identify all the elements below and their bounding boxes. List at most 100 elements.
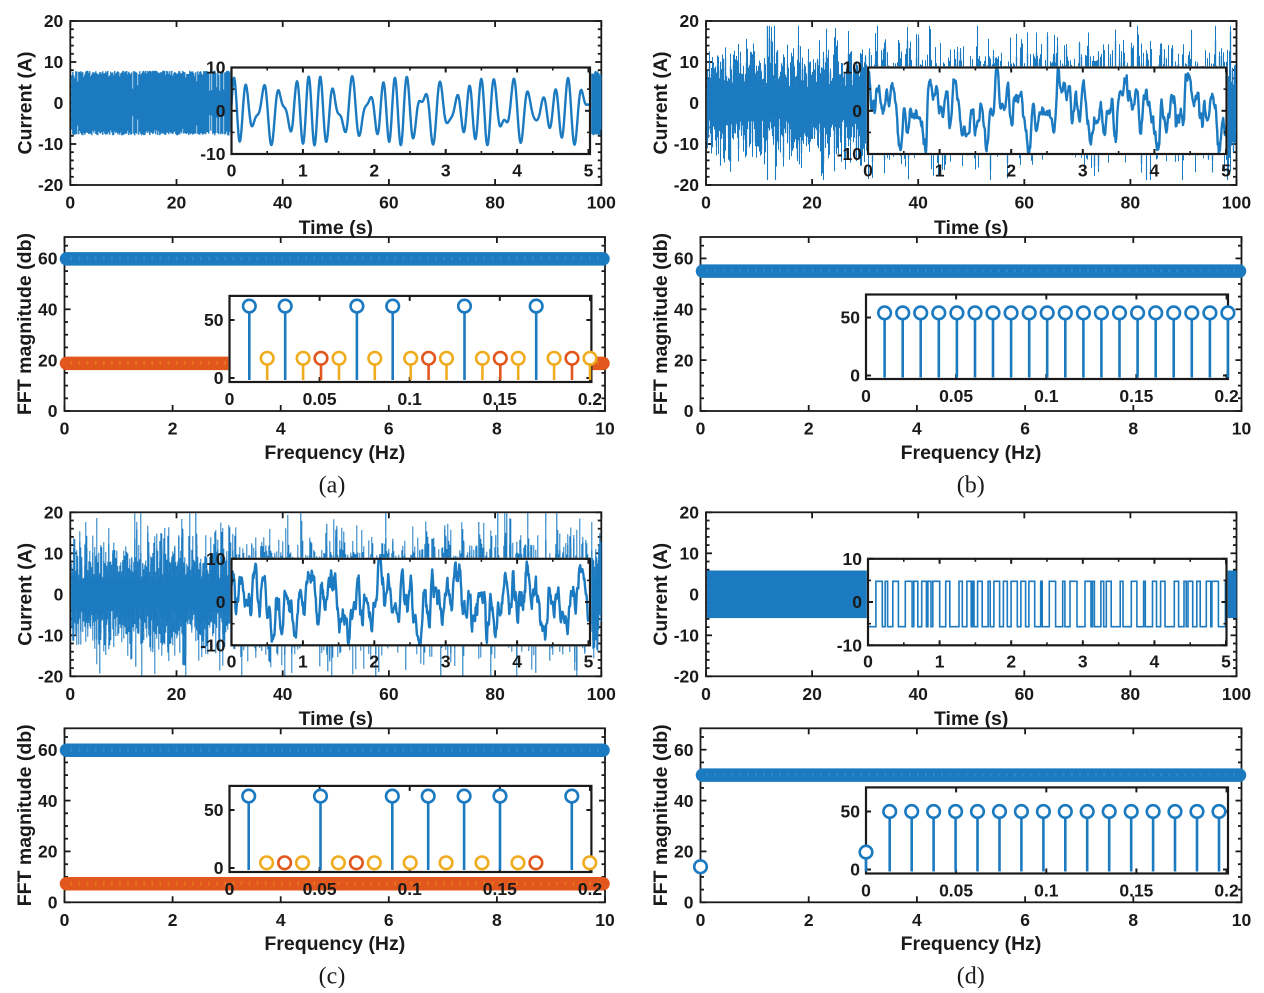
svg-text:0: 0 bbox=[225, 879, 235, 899]
svg-text:4: 4 bbox=[276, 419, 286, 439]
svg-text:0: 0 bbox=[850, 366, 860, 386]
svg-text:3: 3 bbox=[441, 160, 451, 180]
svg-text:10: 10 bbox=[595, 910, 615, 930]
svg-text:FFT magnitude (db): FFT magnitude (db) bbox=[650, 724, 672, 906]
svg-text:2: 2 bbox=[369, 160, 379, 180]
svg-text:3: 3 bbox=[1078, 652, 1088, 672]
svg-text:1: 1 bbox=[935, 652, 945, 672]
svg-text:0: 0 bbox=[689, 585, 699, 605]
svg-text:2: 2 bbox=[168, 910, 178, 930]
svg-text:80: 80 bbox=[485, 193, 505, 213]
svg-text:10: 10 bbox=[843, 58, 863, 78]
svg-text:(a): (a) bbox=[319, 472, 346, 498]
svg-text:60: 60 bbox=[38, 740, 58, 760]
svg-text:-10: -10 bbox=[837, 636, 863, 656]
svg-text:60: 60 bbox=[1015, 193, 1035, 213]
svg-text:Current (A): Current (A) bbox=[650, 52, 672, 155]
svg-text:60: 60 bbox=[674, 740, 694, 760]
svg-text:0: 0 bbox=[227, 652, 237, 672]
svg-text:-20: -20 bbox=[38, 667, 64, 687]
svg-text:FFT magnitude (db): FFT magnitude (db) bbox=[14, 724, 36, 906]
svg-text:Time (s): Time (s) bbox=[299, 708, 373, 730]
svg-text:2: 2 bbox=[804, 910, 814, 930]
svg-text:0: 0 bbox=[225, 389, 235, 409]
svg-text:20: 20 bbox=[674, 350, 694, 370]
svg-text:Frequency (Hz): Frequency (Hz) bbox=[264, 442, 405, 464]
svg-text:2: 2 bbox=[369, 652, 379, 672]
svg-text:0: 0 bbox=[216, 592, 226, 612]
svg-text:-10: -10 bbox=[674, 626, 700, 646]
svg-text:(c): (c) bbox=[319, 964, 346, 988]
svg-text:0.05: 0.05 bbox=[939, 881, 973, 901]
svg-text:60: 60 bbox=[1015, 684, 1035, 704]
svg-text:0: 0 bbox=[54, 585, 64, 605]
svg-text:6: 6 bbox=[1020, 419, 1030, 439]
svg-text:4: 4 bbox=[912, 419, 922, 439]
svg-text:40: 40 bbox=[674, 791, 694, 811]
svg-text:3: 3 bbox=[1078, 160, 1088, 180]
svg-text:-20: -20 bbox=[674, 667, 700, 687]
svg-text:0: 0 bbox=[852, 101, 862, 121]
svg-text:0: 0 bbox=[696, 419, 706, 439]
svg-text:0.15: 0.15 bbox=[1119, 386, 1153, 406]
svg-text:100: 100 bbox=[1222, 193, 1251, 213]
svg-text:100: 100 bbox=[1222, 684, 1251, 704]
svg-text:6: 6 bbox=[384, 910, 394, 930]
svg-text:20: 20 bbox=[44, 11, 64, 31]
svg-text:Time (s): Time (s) bbox=[934, 708, 1008, 730]
svg-text:10: 10 bbox=[206, 549, 226, 569]
svg-text:4: 4 bbox=[512, 652, 522, 672]
svg-text:5: 5 bbox=[1221, 652, 1231, 672]
svg-text:-10: -10 bbox=[38, 626, 64, 646]
svg-text:40: 40 bbox=[674, 300, 694, 320]
svg-text:40: 40 bbox=[908, 193, 928, 213]
svg-text:20: 20 bbox=[802, 193, 822, 213]
svg-text:40: 40 bbox=[38, 791, 58, 811]
svg-text:0: 0 bbox=[861, 386, 871, 406]
svg-text:4: 4 bbox=[512, 160, 522, 180]
svg-text:40: 40 bbox=[908, 684, 928, 704]
svg-text:0.2: 0.2 bbox=[1214, 881, 1239, 901]
svg-text:20: 20 bbox=[167, 684, 187, 704]
svg-text:0: 0 bbox=[54, 93, 64, 113]
svg-text:60: 60 bbox=[379, 193, 399, 213]
svg-text:1: 1 bbox=[935, 160, 945, 180]
svg-text:0: 0 bbox=[65, 684, 75, 704]
svg-text:10: 10 bbox=[44, 544, 64, 564]
svg-text:10: 10 bbox=[680, 52, 700, 72]
svg-text:Frequency (Hz): Frequency (Hz) bbox=[901, 442, 1042, 464]
svg-text:0: 0 bbox=[684, 893, 694, 913]
svg-text:FFT magnitude (db): FFT magnitude (db) bbox=[650, 233, 672, 415]
svg-text:Current (A): Current (A) bbox=[14, 52, 36, 155]
svg-text:-10: -10 bbox=[837, 144, 863, 164]
svg-text:0.15: 0.15 bbox=[483, 879, 517, 899]
svg-text:0.05: 0.05 bbox=[939, 386, 973, 406]
svg-text:Time (s): Time (s) bbox=[934, 217, 1008, 239]
svg-text:0: 0 bbox=[60, 910, 70, 930]
svg-text:1: 1 bbox=[298, 652, 308, 672]
svg-text:0: 0 bbox=[852, 592, 862, 612]
svg-text:0.1: 0.1 bbox=[398, 389, 423, 409]
svg-text:0: 0 bbox=[850, 860, 860, 880]
svg-text:20: 20 bbox=[674, 842, 694, 862]
svg-text:10: 10 bbox=[1232, 419, 1252, 439]
svg-text:0: 0 bbox=[60, 419, 70, 439]
svg-text:8: 8 bbox=[492, 419, 502, 439]
svg-text:50: 50 bbox=[204, 310, 224, 330]
svg-text:8: 8 bbox=[492, 910, 502, 930]
svg-text:0: 0 bbox=[48, 893, 58, 913]
svg-text:100: 100 bbox=[587, 193, 616, 213]
svg-text:5: 5 bbox=[584, 652, 594, 672]
svg-text:80: 80 bbox=[1121, 193, 1141, 213]
svg-text:10: 10 bbox=[680, 544, 700, 564]
svg-text:-20: -20 bbox=[674, 175, 700, 195]
svg-text:Current (A): Current (A) bbox=[14, 543, 36, 646]
svg-text:0: 0 bbox=[227, 160, 237, 180]
svg-text:60: 60 bbox=[379, 684, 399, 704]
svg-text:8: 8 bbox=[1128, 910, 1138, 930]
svg-text:0.15: 0.15 bbox=[1119, 881, 1153, 901]
svg-text:(d): (d) bbox=[957, 964, 985, 988]
svg-text:0: 0 bbox=[216, 101, 226, 121]
svg-text:0: 0 bbox=[214, 368, 224, 388]
svg-text:20: 20 bbox=[38, 350, 58, 370]
